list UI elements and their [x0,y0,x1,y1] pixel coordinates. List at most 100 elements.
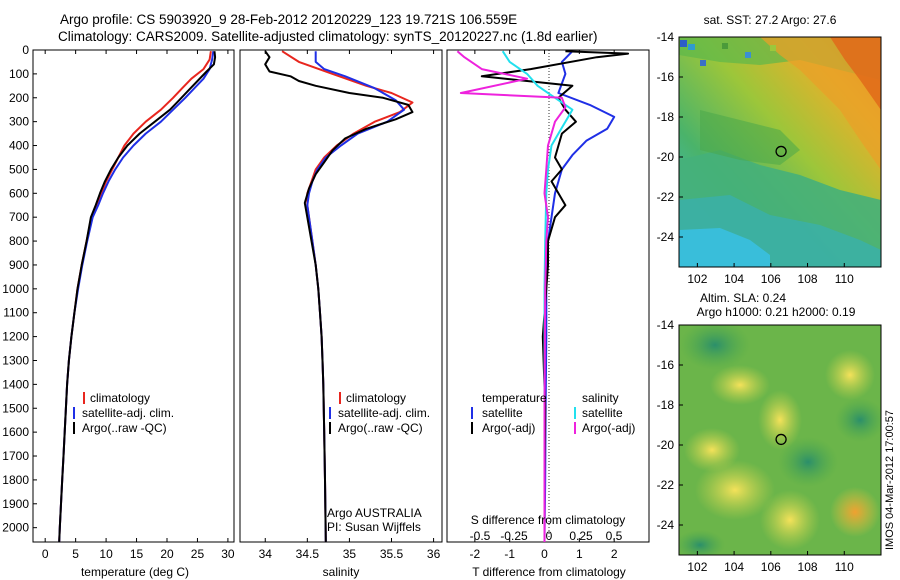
x-tick-label: 35 [343,547,357,561]
annotation-pi: PI: Susan Wijffels [327,520,421,534]
y-tick-label: 1700 [2,449,29,463]
series-line-argo-raw-qc- [58,51,217,543]
legend-label-satellite: satellite-adj. clim. [82,406,174,420]
map-x-tick-label: 108 [798,272,818,286]
map-y-tick-label: -24 [657,230,675,244]
imos-timestamp: IMOS 04-Mar-2012 17:00:57 [884,410,896,550]
legend-label-temp-satellite: satellite [482,406,523,420]
salinity-panel: 34 34.5 35 35.5 36 salinity climatology sate… [239,49,443,579]
legend-label-argo: Argo(..raw -QC) [338,421,423,435]
top-tick-label: 0 [546,529,553,543]
argo-position-marker [775,145,787,158]
y-tick-label: 1800 [2,473,29,487]
map-y-tick-label: -20 [657,150,675,164]
y-tick-label: 2000 [2,521,29,535]
top-tick-label: -0.5 [470,529,491,543]
salinity-legend: climatology satellite-adj. clim. Argo(..… [329,391,430,435]
x-tick-label: 2 [611,547,618,561]
sla-heatmap-field [679,325,881,555]
map-x-tick-label: 104 [724,560,744,574]
x-tick-label: 25 [191,547,205,561]
sst-map: sat. SST: 27.2 Argo: 27.6 102 104 106 108 11… [657,13,882,286]
difference-top-tick-labels: -0.5 -0.25 0 0.25 0.5 [470,529,623,543]
temperature-panel: 0100200300400500600700800900100011001200… [2,43,235,579]
map-x-tick-label: 106 [761,272,781,286]
y-tick-label: 500 [9,162,29,176]
map-y-tick-label: -18 [657,110,675,124]
temperature-axes-frame [32,49,235,543]
y-tick-label: 1000 [2,282,29,296]
map-y-tick-label: -22 [657,190,675,204]
x-tick-label: 34.5 [296,547,320,561]
sst-heatmap-field [679,37,881,267]
map-y-tick-label: -14 [657,30,675,44]
map-y-tick-label: -16 [657,70,675,84]
series-line-salinity-argo-adj- [456,50,567,542]
sst-map-frame [678,36,882,268]
series-line-climatology [281,50,414,543]
x-tick-label: 10 [99,547,113,561]
y-tick-label: 800 [9,234,29,248]
x-tick-label: 0 [541,547,548,561]
series-line-climatology [58,51,212,543]
x-tick-label: 15 [130,547,144,561]
x-tick-label: 20 [160,547,174,561]
x-tick-label: 34 [259,547,273,561]
y-tick-label: 600 [9,186,29,200]
y-tick-label: 100 [9,67,29,81]
salinity-axes-frame [239,49,443,543]
difference-panel: -2 -1 0 1 2 T difference from climatology S … [446,49,650,579]
y-tick-label: 1300 [2,353,29,367]
map-x-tick-label: 108 [798,560,818,574]
map-x-tick-label: 104 [724,272,744,286]
legend-label-argo: Argo(..raw -QC) [82,421,167,435]
top-tick-label: 0.5 [606,529,623,543]
map-y-tick-label: -24 [657,518,675,532]
sst-map-title: sat. SST: 27.2 Argo: 27.6 [704,13,837,27]
series-line-temperature-satellite [543,50,616,543]
y-tick-label: 300 [9,115,29,129]
y-tick-label: 200 [9,91,29,105]
y-tick-label: 900 [9,258,29,272]
sla-map-title: Altim. SLA: 0.24 [700,291,786,305]
sla-map-subtitle: Argo h1000: 0.21 h2000: 0.19 [697,305,856,319]
temperature-legend: climatology satellite-adj. clim. Argo(..… [73,391,174,435]
legend-header-salinity: salinity [582,391,619,405]
sla-map-frame [678,324,882,556]
annotation-argo-australia: Argo AUSTRALIA [327,506,422,520]
difference-legend: temperature salinity satellite Argo(-adj… [471,391,635,435]
x-tick-label: 30 [221,547,235,561]
y-tick-label: 400 [9,139,29,153]
sla-map: Altim. SLA: 0.24 Argo h1000: 0.21 h2000:… [657,291,882,574]
map-x-tick-label: 106 [761,560,781,574]
legend-label-climatology: climatology [346,391,406,405]
legend-header-temperature: temperature [482,391,547,405]
salinity-xlabel: salinity [323,565,360,579]
argo-position-marker [775,433,787,446]
x-tick-label: -1 [504,547,515,561]
difference-xlabel-bottom: T difference from climatology [472,565,626,579]
map-y-tick-label: -16 [657,358,675,372]
y-tick-label: 1900 [2,497,29,511]
legend-label-satellite: satellite-adj. clim. [338,406,430,420]
y-tick-label: 1200 [2,330,29,344]
map-x-tick-label: 102 [687,272,707,286]
x-tick-label: 1 [576,547,583,561]
top-tick-label: 0.25 [569,529,593,543]
y-tick-label: 0 [22,43,29,57]
difference-axes-frame [446,49,650,543]
map-x-tick-label: 110 [835,272,854,286]
legend-label-sal-argo: Argo(-adj) [582,421,635,435]
x-tick-label: 5 [72,547,79,561]
series-line-salinity-satellite [501,50,574,542]
header-line2: Climatology: CARS2009. Satellite-adjuste… [58,29,598,44]
legend-label-climatology: climatology [90,391,150,405]
series-line-satellite-adj-clim- [58,51,215,543]
y-tick-label: 1100 [3,306,29,320]
map-y-tick-label: -20 [657,438,675,452]
map-x-tick-label: 102 [687,560,707,574]
y-tick-label: 1400 [2,377,29,391]
series-line-argo-raw-qc- [264,50,414,543]
y-tick-label: 1600 [2,425,29,439]
